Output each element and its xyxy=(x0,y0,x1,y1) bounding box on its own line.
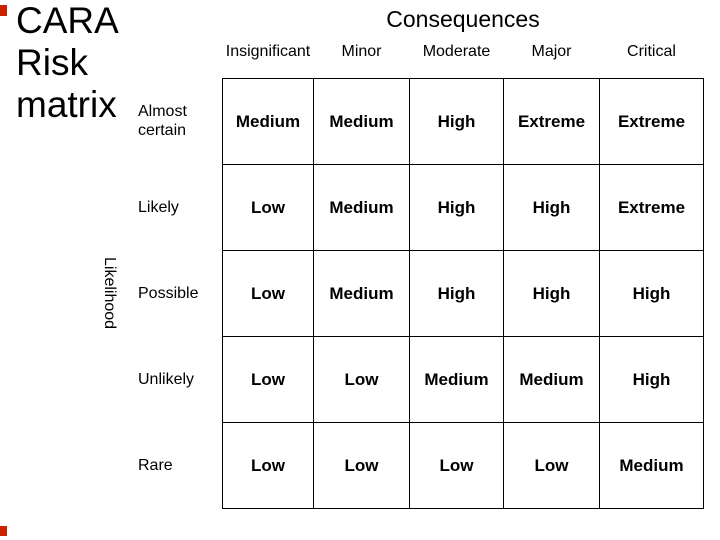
slide-edge-marker-top xyxy=(0,5,7,16)
matrix-cell: Low xyxy=(223,251,313,336)
matrix-cell: High xyxy=(504,165,599,250)
row-label-almost-certain: Almost certain xyxy=(138,103,187,140)
matrix-cell: Low xyxy=(314,337,409,422)
row-label-unlikely: Unlikely xyxy=(138,371,195,389)
matrix-cell: Low xyxy=(410,423,503,508)
column-header-insignificant: Insignificant xyxy=(225,43,311,60)
matrix-cell: Medium xyxy=(410,337,503,422)
matrix-cell: Medium xyxy=(600,423,703,508)
column-header-moderate: Moderate xyxy=(422,43,491,60)
matrix-cell: High xyxy=(504,251,599,336)
likelihood-axis-title: Likelihood xyxy=(101,257,118,330)
matrix-cell: Low xyxy=(504,423,599,508)
row-label-possible: Possible xyxy=(138,285,199,302)
matrix-cell: Medium xyxy=(504,337,599,422)
matrix-cell: Extreme xyxy=(600,165,703,250)
matrix-cell: Medium xyxy=(314,165,409,250)
risk-matrix-grid: Medium Medium High Extreme Extreme Low M… xyxy=(222,78,704,509)
matrix-cell: Low xyxy=(314,423,409,508)
matrix-cell: Extreme xyxy=(600,79,703,164)
likelihood-axis-title-container: Likelihood xyxy=(92,78,126,509)
row-label-likely: Likely xyxy=(138,198,179,216)
matrix-cell: Low xyxy=(223,165,313,250)
matrix-cell: Medium xyxy=(314,251,409,336)
matrix-cell: High xyxy=(410,251,503,336)
row-label-rare: Rare xyxy=(138,457,173,475)
likelihood-level-labels: Almost certain Likely Possible Unlikely … xyxy=(138,78,220,509)
column-header-critical: Critical xyxy=(627,43,676,60)
matrix-cell: Low xyxy=(223,337,313,422)
matrix-cell: High xyxy=(600,337,703,422)
matrix-cell: Extreme xyxy=(504,79,599,164)
matrix-cell: High xyxy=(410,165,503,250)
matrix-cell: Medium xyxy=(314,79,409,164)
matrix-cell: High xyxy=(410,79,503,164)
matrix-cell: High xyxy=(600,251,703,336)
matrix-cell: Medium xyxy=(223,79,313,164)
matrix-cell: Low xyxy=(223,423,313,508)
consequence-level-headers: Insignificant Minor Moderate Major Criti… xyxy=(223,43,703,61)
slide-title: CARA Risk matrix xyxy=(16,0,119,125)
column-header-minor: Minor xyxy=(341,43,382,60)
column-header-major: Major xyxy=(531,43,572,60)
slide-edge-marker-bottom xyxy=(0,526,7,536)
consequences-axis-title: Consequences xyxy=(386,6,540,32)
